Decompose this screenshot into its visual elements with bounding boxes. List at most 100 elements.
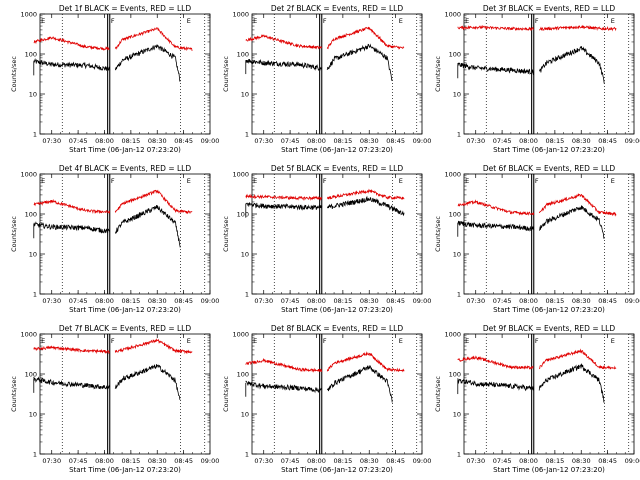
x-tick-label: 08:00 [95,297,114,305]
x-tick-label: 09:00 [201,137,220,145]
x-tick-label: 09:00 [625,297,640,305]
events-series-line [33,57,111,71]
plot-frame [251,173,423,295]
x-tick-label: 09:00 [201,297,220,305]
panel-title: Det 6f BLACK = Events, RED = LLD [483,164,616,173]
x-tick-label: 07:45 [281,137,300,145]
interval-marker-label: F [535,177,539,185]
y-tick-label: 1000 [232,171,249,179]
y-tick-label: 1 [33,451,37,459]
lld-series-line [326,26,405,50]
y-tick-label: 100 [449,371,461,379]
x-tick-label: 07:30 [254,137,273,145]
x-axis-label: Start Time (06-Jan-12 07:23:20) [281,146,393,154]
y-tick-label: 1000 [444,331,461,339]
interval-marker-label: E [399,337,403,345]
y-tick-label: 1 [245,131,249,139]
x-tick-label: 09:00 [413,137,432,145]
x-axis-label: Start Time (06-Jan-12 07:23:20) [281,306,393,314]
x-tick-label: 08:45 [598,297,617,305]
interval-marker-label: E [187,337,191,345]
x-tick-label: 08:30 [148,457,167,465]
y-axis-label: Counts/sec [10,376,18,412]
detector-panel: Det 2f BLACK = Events, RED = LLD E F E 1 10 10… [222,4,431,154]
x-tick-label: 08:15 [545,297,564,305]
interval-marker-label: E [253,177,257,185]
x-tick-label: 08:45 [386,297,405,305]
events-series-line [457,378,535,392]
plot-frame [463,173,635,295]
x-tick-label: 08:45 [174,457,193,465]
y-tick-label: 1 [33,131,37,139]
events-series-line [457,220,535,232]
x-tick-label: 08:45 [386,137,405,145]
interval-marker-label: E [611,337,615,345]
y-axis-label: Counts/sec [222,216,230,252]
x-tick-label: 07:45 [493,297,512,305]
x-axis-label: Start Time (06-Jan-12 07:23:20) [493,466,605,474]
x-tick-label: 08:45 [598,457,617,465]
x-tick-label: 08:30 [148,137,167,145]
y-tick-label: 10 [29,251,37,259]
lld-series-line [114,338,193,355]
x-tick-label: 08:30 [148,297,167,305]
x-tick-label: 08:00 [95,137,114,145]
y-tick-label: 1000 [20,331,37,339]
interval-marker-label: E [465,337,469,345]
y-tick-label: 1 [457,131,461,139]
y-tick-label: 1000 [232,11,249,19]
x-tick-label: 07:30 [42,137,61,145]
y-axis-label: Counts/sec [10,56,18,92]
x-axis-label: Start Time (06-Jan-12 07:23:20) [493,306,605,314]
detector-panel: Det 7f BLACK = Events, RED = LLD E F E 1 10 10… [10,324,219,474]
x-tick-label: 09:00 [201,457,220,465]
y-tick-label: 1 [33,291,37,299]
events-series-line [538,205,605,239]
x-tick-label: 07:30 [254,297,273,305]
x-tick-label: 08:15 [333,137,352,145]
y-tick-label: 10 [453,251,461,259]
x-tick-label: 07:45 [281,457,300,465]
y-tick-label: 1000 [20,171,37,179]
x-tick-label: 07:30 [42,297,61,305]
x-tick-label: 08:15 [121,137,140,145]
lld-series-line [245,34,323,50]
x-tick-label: 07:45 [69,297,88,305]
y-tick-label: 1000 [444,171,461,179]
lld-series-line [33,345,111,355]
detector-panel: Det 9f BLACK = Events, RED = LLD E F E 1 10 10… [434,324,640,474]
lld-series-line [457,24,535,32]
detector-panel: Det 4f BLACK = Events, RED = LLD E F E 1 10 10… [10,164,219,314]
interval-marker-label: E [611,17,615,25]
plot-frame [251,13,423,135]
plot-frame [39,333,211,455]
y-tick-label: 10 [29,411,37,419]
interval-marker-label: F [111,17,115,25]
y-axis-label: Counts/sec [434,216,442,252]
interval-marker-label: E [399,17,403,25]
x-tick-label: 09:00 [413,457,432,465]
y-tick-label: 10 [241,91,249,99]
x-tick-label: 08:15 [545,457,564,465]
lld-series-line [538,192,617,217]
x-tick-label: 08:00 [519,457,538,465]
lld-series-line [457,199,535,216]
x-tick-label: 09:00 [625,457,640,465]
events-series-line [245,58,323,71]
panel-title: Det 9f BLACK = Events, RED = LLD [483,324,616,333]
y-tick-label: 1000 [20,11,37,19]
interval-marker-label: E [611,177,615,185]
y-tick-label: 100 [237,211,249,219]
plot-frame [463,333,635,455]
y-tick-label: 100 [449,51,461,59]
panel-title: Det 7f BLACK = Events, RED = LLD [59,324,192,333]
x-tick-label: 08:45 [386,457,405,465]
lld-series-line [245,357,323,373]
x-tick-label: 07:45 [493,457,512,465]
x-tick-label: 08:00 [307,137,326,145]
x-tick-label: 09:00 [625,137,640,145]
lld-series-line [245,193,323,201]
lld-series-line [114,189,193,215]
y-tick-label: 10 [453,91,461,99]
